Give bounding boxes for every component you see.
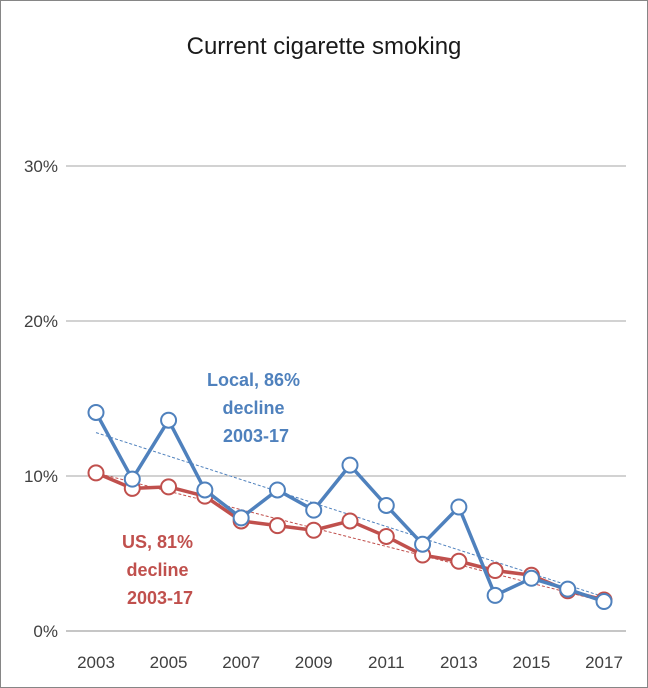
local-data-point xyxy=(196,481,214,499)
us-annotation-line: 2003-17 xyxy=(127,588,193,608)
us-data-point xyxy=(450,552,468,570)
us-data-point xyxy=(377,527,395,545)
y-tick-label: 0% xyxy=(33,622,58,641)
local-annotation: Local, 86% decline 2003-17 xyxy=(207,370,305,446)
local-annotation-line: decline xyxy=(222,398,284,418)
local-data-point xyxy=(522,569,540,587)
local-data-point xyxy=(268,481,286,499)
x-tick-label: 2017 xyxy=(585,653,623,672)
us-data-point xyxy=(341,512,359,530)
local-data-point xyxy=(305,501,323,519)
y-axis-tick-labels: 0% 10% 20% 30% xyxy=(24,157,58,641)
local-annotation-line: 2003-17 xyxy=(223,426,289,446)
us-annotation: US, 81% decline 2003-17 xyxy=(122,532,198,608)
chart-title: Current cigarette smoking xyxy=(187,33,462,60)
gridlines xyxy=(66,165,626,632)
local-data-point xyxy=(595,593,613,611)
x-tick-label: 2015 xyxy=(513,653,551,672)
us-data-point xyxy=(87,464,105,482)
x-axis-tick-labels: 2003 2005 2007 2009 2011 2013 2015 2017 xyxy=(77,653,623,672)
y-tick-label: 20% xyxy=(24,312,58,331)
local-data-point xyxy=(486,586,504,604)
x-tick-label: 2013 xyxy=(440,653,478,672)
y-tick-label: 30% xyxy=(24,157,58,176)
local-data-point xyxy=(414,535,432,553)
us-annotation-line: decline xyxy=(126,560,188,580)
local-series xyxy=(87,403,613,611)
us-data-point xyxy=(486,562,504,580)
local-data-point xyxy=(232,509,250,527)
us-data-point xyxy=(305,521,323,539)
local-annotation-line: Local, 86% xyxy=(207,370,300,390)
x-tick-label: 2009 xyxy=(295,653,333,672)
local-data-point xyxy=(341,456,359,474)
local-data-point xyxy=(160,411,178,429)
us-trendline xyxy=(95,472,605,603)
us-data-point xyxy=(268,517,286,535)
x-tick-label: 2003 xyxy=(77,653,115,672)
x-tick-label: 2011 xyxy=(368,653,405,672)
local-data-point xyxy=(123,470,141,488)
local-data-point xyxy=(377,496,395,514)
series xyxy=(87,403,613,611)
local-data-point xyxy=(87,403,105,421)
x-tick-label: 2005 xyxy=(150,653,188,672)
local-data-point xyxy=(450,498,468,516)
us-annotation-line: US, 81% xyxy=(122,532,193,552)
us-data-point xyxy=(160,478,178,496)
x-tick-label: 2007 xyxy=(222,653,260,672)
local-data-point xyxy=(559,580,577,598)
y-tick-label: 10% xyxy=(24,467,58,486)
